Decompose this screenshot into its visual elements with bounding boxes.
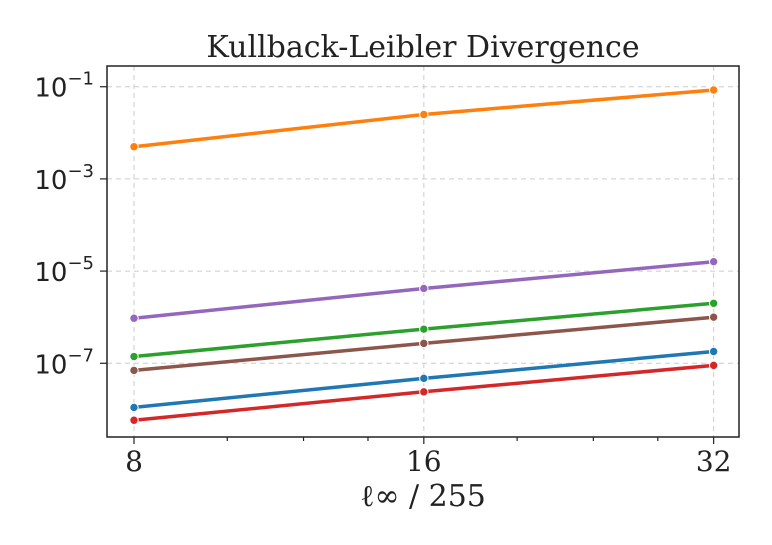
data-point: [129, 415, 139, 425]
y-tick-label: 10−1: [34, 69, 94, 104]
data-point: [708, 312, 719, 322]
data-point: [708, 256, 719, 267]
plot-frame: [106, 65, 740, 438]
y-tick-label: 10−5: [34, 253, 94, 288]
data-point: [419, 387, 429, 397]
y-tick-label: 10−7: [34, 345, 94, 380]
data-point: [129, 141, 139, 152]
chart-title: Kullback-Leibler Divergence: [206, 30, 639, 65]
data-point: [419, 283, 429, 294]
series-layer: [129, 85, 719, 425]
data-point: [708, 360, 719, 371]
y-tick-label: 10−3: [34, 161, 94, 196]
data-point: [708, 85, 719, 95]
data-point: [419, 373, 429, 384]
data-point: [419, 109, 429, 120]
data-point: [129, 351, 139, 362]
x-axis-label: ℓ∞ / 255: [360, 479, 486, 514]
x-tick-label: 16: [406, 445, 442, 478]
data-point: [129, 365, 139, 376]
x-tick-label: 8: [125, 445, 143, 478]
data-point: [129, 402, 139, 413]
data-point: [419, 324, 429, 334]
data-point: [708, 298, 719, 309]
ticks-layer: 8 16 32 10−1 10−3 10−5 10−7: [34, 69, 731, 478]
x-tick-label: 32: [696, 445, 732, 478]
data-point: [708, 346, 719, 357]
data-point: [419, 338, 429, 349]
data-point: [129, 313, 139, 323]
